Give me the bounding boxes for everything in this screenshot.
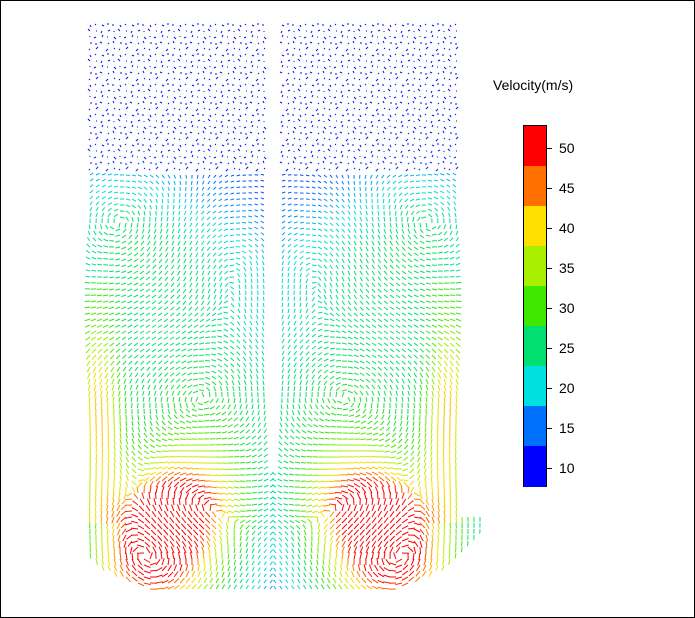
colorbar-swatch (524, 286, 546, 327)
colorbar-swatch (524, 166, 546, 207)
colorbar-tick (547, 468, 552, 469)
colorbar-tick (547, 228, 552, 229)
colorbar-swatch (524, 206, 546, 247)
colorbar-tick (547, 188, 552, 189)
colorbar-swatch (524, 366, 546, 407)
colorbar-tick (547, 388, 552, 389)
colorbar (523, 125, 547, 487)
colorbar-tick (547, 348, 552, 349)
colorbar-tick-label: 25 (559, 340, 575, 356)
colorbar-swatch (524, 406, 546, 447)
colorbar-swatch (524, 126, 546, 167)
colorbar-swatch (524, 446, 546, 487)
colorbar-tick-label: 20 (559, 380, 575, 396)
colorbar-tick-label: 10 (559, 460, 575, 476)
colorbar-swatch (524, 246, 546, 287)
colorbar-tick-label: 40 (559, 220, 575, 236)
colorbar-tick-label: 15 (559, 420, 575, 436)
colorbar-tick (547, 148, 552, 149)
colorbar-tick (547, 428, 552, 429)
colorbar-swatch (524, 326, 546, 367)
colorbar-tick-label: 30 (559, 300, 575, 316)
colorbar-tick (547, 308, 552, 309)
colorbar-tick-label: 35 (559, 260, 575, 276)
colorbar-tick-label: 45 (559, 180, 575, 196)
colorbar-tick (547, 268, 552, 269)
colorbar-tick-label: 50 (559, 140, 575, 156)
colorbar-title: Velocity(m/s) (493, 77, 574, 93)
